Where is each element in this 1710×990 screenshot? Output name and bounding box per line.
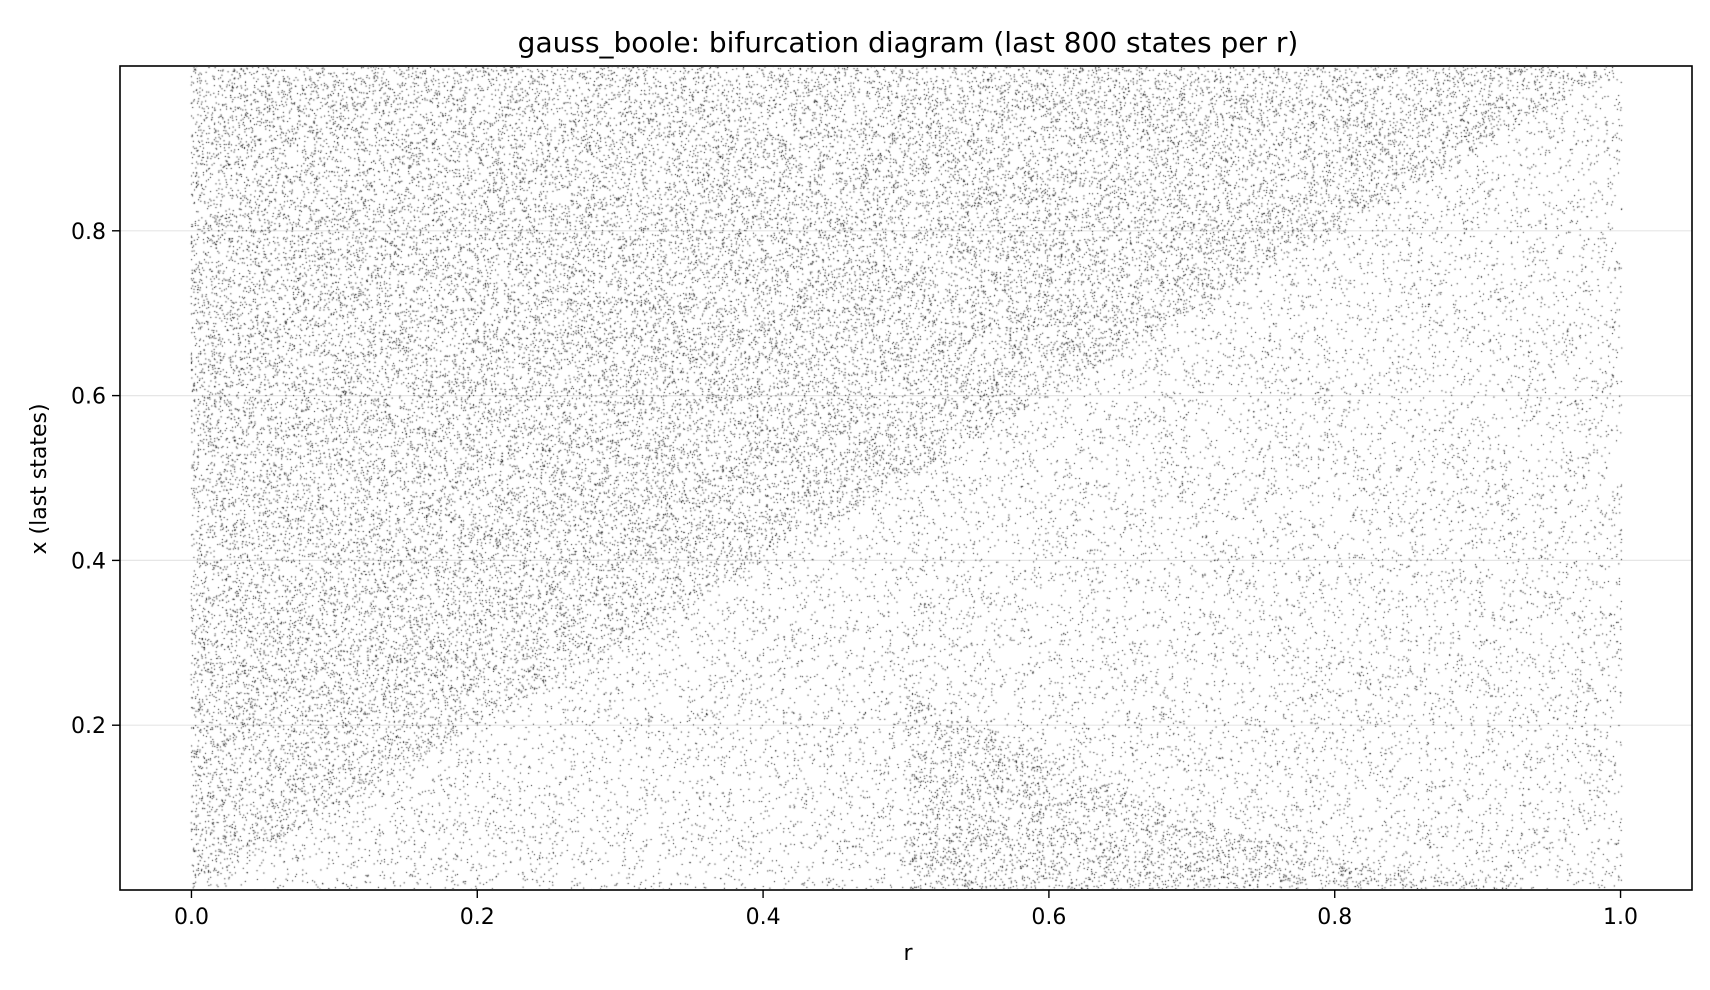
- y-axis-ticks: 0.2 0.4 0.6 0.8: [71, 220, 120, 739]
- x-tick-label: 0.6: [1031, 905, 1066, 930]
- scatter-points: [121, 67, 1691, 889]
- y-tick-label: 0.2: [71, 714, 106, 739]
- plot-frame: [119, 65, 1693, 891]
- x-axis-ticks: 0.0 0.2 0.4 0.6 0.8 1.0: [174, 890, 1638, 930]
- x-tick-label: 0.4: [746, 905, 781, 930]
- y-tick-label: 0.4: [71, 549, 106, 574]
- x-tick-label: 0.0: [174, 905, 209, 930]
- x-tick-label: 0.8: [1317, 905, 1352, 930]
- y-tick-label: 0.6: [71, 385, 106, 410]
- chart-title: gauss_boole: bifurcation diagram (last 8…: [518, 26, 1299, 59]
- x-tick-label: 0.2: [460, 905, 495, 930]
- y-axis-label: x (last states): [27, 403, 52, 554]
- x-axis-label: r: [903, 941, 913, 966]
- y-tick-label: 0.8: [71, 220, 106, 245]
- x-tick-label: 1.0: [1603, 905, 1638, 930]
